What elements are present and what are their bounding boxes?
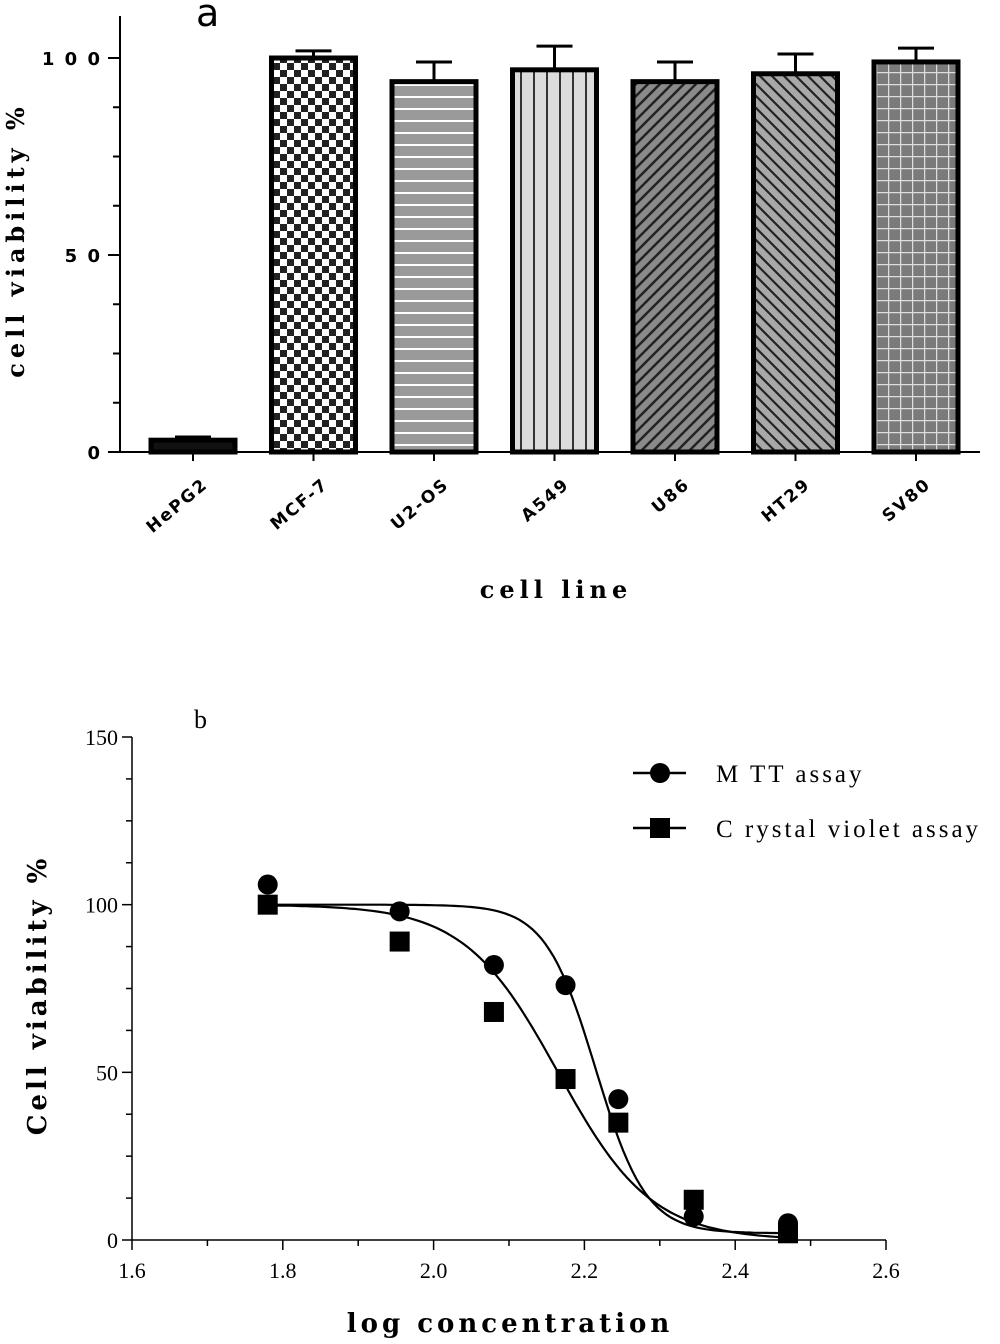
axes-b — [122, 736, 887, 1250]
bar-ht29 — [751, 71, 840, 455]
data-point-mtt — [483, 955, 504, 976]
data-point-crystal-violet — [777, 1223, 798, 1244]
y-tick-label-a: 1 0 0 — [42, 49, 102, 70]
legend-marker-square — [650, 818, 670, 838]
data-points-group — [257, 874, 798, 1244]
data-point-mtt — [608, 1089, 629, 1110]
data-point-crystal-violet — [683, 1189, 704, 1210]
x-tick-label-mcf-7: MCF-7 — [267, 475, 333, 535]
x-tick-label-a549: A549 — [517, 475, 573, 527]
x-tick-label-hepg2: HePG2 — [143, 475, 213, 538]
data-point-mtt — [555, 975, 576, 996]
y-tick-label-b: 0 — [107, 1228, 118, 1253]
error-bars-group — [175, 44, 934, 441]
x-axis-label-a: cell line — [480, 575, 632, 604]
legend: M TT assay C rystal violet assay — [633, 761, 981, 843]
x-tick-label-b: 2.6 — [872, 1258, 900, 1283]
y-axis-label-a: cell viability % — [1, 102, 30, 377]
data-point-crystal-violet — [257, 894, 278, 915]
x-tick-label-b: 1.8 — [269, 1258, 297, 1283]
fit-curve-square — [267, 904, 789, 1239]
bar-sv80 — [871, 59, 961, 455]
x-tick-label-u86: U86 — [648, 475, 694, 518]
data-point-mtt — [257, 874, 278, 895]
data-point-crystal-violet — [608, 1112, 629, 1133]
y-tick-labels-a: 0 5 0 1 0 0 — [42, 49, 102, 464]
x-tick-label-sv80: SV80 — [879, 475, 936, 527]
y-tick-label-b: 100 — [85, 893, 118, 918]
y-tick-label-b: 50 — [96, 1060, 118, 1085]
scatter-chart-panel-b: b 0 50 100 150 1.6 1.8 2.0 2.2 2.4 2.6 M TT assay… — [23, 705, 981, 1339]
bar-chart-panel-a: a 0 5 0 1 0 0 HePG2 MCF-7 U2-OS A549 U86 HT29 SV… — [1, 0, 980, 604]
data-point-crystal-violet — [389, 931, 410, 952]
legend-label-circle: M TT assay — [716, 761, 865, 788]
tick-labels-b: 0 50 100 150 1.6 1.8 2.0 2.2 2.4 2.6 — [85, 725, 900, 1283]
panel-label-a: a — [196, 0, 219, 35]
data-point-mtt — [683, 1206, 704, 1227]
legend-marker-circle — [650, 763, 670, 783]
legend-label-square: C rystal violet assay — [716, 816, 981, 843]
y-tick-label-b: 150 — [85, 725, 118, 750]
fit-curve-circle — [267, 903, 788, 1235]
x-tick-label-b: 2.2 — [571, 1258, 599, 1283]
x-tick-labels-a: HePG2 MCF-7 U2-OS A549 U86 HT29 SV80 — [143, 475, 936, 538]
panel-label-b: b — [194, 705, 207, 734]
x-axis-label-b: log concentration — [347, 1309, 674, 1339]
y-tick-label-a: 0 — [87, 443, 102, 464]
x-tick-label-u2-os: U2-OS — [387, 475, 453, 535]
bar-u86 — [630, 79, 720, 455]
y-axis-label-b: Cell viability % — [23, 855, 53, 1136]
x-tick-label-b: 1.6 — [118, 1258, 146, 1283]
x-tick-label-ht29: HT29 — [758, 475, 815, 527]
fit-curves-group — [267, 903, 789, 1239]
x-tick-label-b: 2.4 — [721, 1258, 749, 1283]
axes-a — [108, 16, 980, 461]
x-tick-label-b: 2.0 — [420, 1258, 448, 1283]
bar-a549 — [510, 67, 599, 455]
bar-u2-os — [389, 79, 479, 455]
bar-mcf-7 — [269, 55, 358, 455]
data-point-crystal-violet — [555, 1069, 576, 1090]
bars-group — [148, 55, 961, 455]
data-point-mtt — [389, 901, 410, 922]
bar-hepg2 — [148, 437, 238, 455]
y-tick-label-a: 5 0 — [65, 246, 102, 267]
data-point-crystal-violet — [483, 1001, 504, 1022]
